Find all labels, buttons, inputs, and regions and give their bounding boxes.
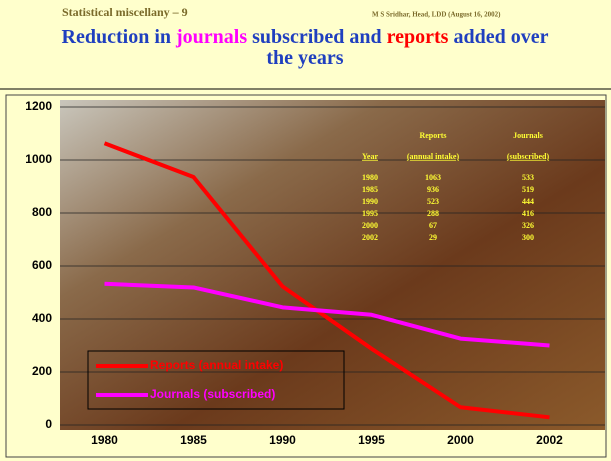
table-cell: 2000 — [362, 221, 378, 230]
title-line: the years — [266, 47, 343, 69]
title-part: Reduction in — [62, 26, 176, 48]
y-tick-label: 600 — [32, 258, 52, 272]
credit: M S Sridhar, Head, LDD (August 16, 2002) — [372, 11, 501, 19]
legend-label: Journals (subscribed) — [150, 387, 275, 401]
table-cell: 523 — [427, 197, 439, 206]
table-cell: 1985 — [362, 185, 378, 194]
table-column: Journals — [513, 131, 543, 140]
table-cell: 519 — [522, 185, 534, 194]
y-tick-label: 0 — [45, 417, 52, 431]
title-part: journals — [175, 26, 247, 48]
title-part: the years — [266, 47, 343, 69]
x-tick-label: 1985 — [180, 433, 207, 447]
chart-frame — [5, 94, 607, 458]
table-cell: 1990 — [362, 197, 378, 206]
table-cell: 1980 — [362, 173, 378, 182]
title: Reduction in journals subscribed and rep… — [62, 26, 549, 69]
table-cell: 936 — [427, 185, 439, 194]
table-cell: 444 — [522, 197, 534, 206]
x-tick-label: 2002 — [536, 433, 563, 447]
x-tick-label: 1980 — [91, 433, 118, 447]
title-part: added over — [448, 26, 548, 48]
series-line — [103, 141, 550, 420]
y-tick-label: 400 — [32, 311, 52, 325]
series-line — [104, 281, 550, 348]
y-tick-label: 1000 — [25, 152, 52, 166]
legend-label: Reports (annual intake) — [150, 358, 283, 372]
legend-box — [87, 350, 345, 410]
x-tick-label: 1990 — [269, 433, 296, 447]
table-subcolumn: Year — [362, 152, 378, 161]
table-cell: 416 — [522, 209, 534, 218]
table-cell: 1995 — [362, 209, 378, 218]
table-cell: 67 — [429, 221, 437, 230]
table-subcolumn: (annual intake) — [407, 152, 460, 161]
y-tick-label: 800 — [32, 205, 52, 219]
x-tick-label: 2000 — [447, 433, 474, 447]
table-subcolumn: (subscribed) — [507, 152, 550, 161]
table-cell: 2002 — [362, 233, 378, 242]
table-cell: 326 — [522, 221, 534, 230]
background-photo — [60, 100, 605, 430]
table-cell: 533 — [522, 173, 534, 182]
table-cell: 1063 — [425, 173, 441, 182]
table-column: Reports — [419, 131, 446, 140]
title-part: subscribed and — [247, 26, 387, 48]
table-cell: 300 — [522, 233, 534, 242]
heading: Statistical miscellany – 9 — [62, 5, 188, 19]
table-cell: 29 — [429, 233, 437, 242]
x-tick-label: 1995 — [358, 433, 385, 447]
title-part: reports — [387, 26, 449, 48]
table-cell: 288 — [427, 209, 439, 218]
title-line: Reduction in journals subscribed and rep… — [62, 26, 549, 48]
y-tick-label: 200 — [32, 364, 52, 378]
y-tick-label: 1200 — [25, 99, 52, 113]
